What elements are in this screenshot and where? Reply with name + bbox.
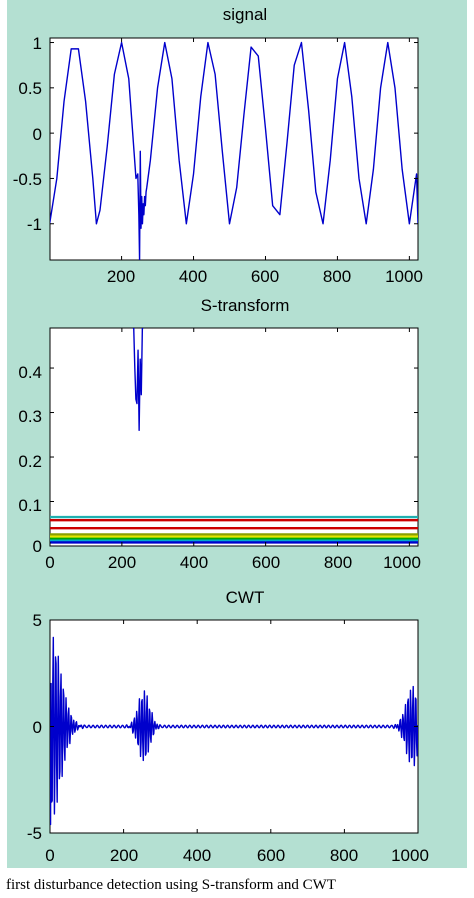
xtick-label: 800 <box>324 553 352 572</box>
xtick-label: 400 <box>179 267 207 286</box>
plot-area <box>49 37 419 261</box>
xtick-label: 800 <box>323 267 351 286</box>
xtick-label: 1000 <box>391 846 429 865</box>
ytick-label: -1 <box>27 215 42 234</box>
ytick-label: 5 <box>33 611 42 630</box>
xtick-label: 200 <box>107 267 135 286</box>
xtick-label: 400 <box>180 553 208 572</box>
chart-title: signal <box>223 5 267 24</box>
xtick-label: 800 <box>330 846 358 865</box>
ytick-label: 0 <box>33 718 42 737</box>
series-layer <box>50 636 418 826</box>
xtick-label: 200 <box>108 553 136 572</box>
xtick-label: 200 <box>110 846 138 865</box>
xtick-label: 600 <box>251 267 279 286</box>
ytick-label: 0.4 <box>18 363 42 382</box>
chart-title: S-transform <box>201 296 290 315</box>
ytick-label: 0.2 <box>18 452 42 471</box>
ytick-label: -5 <box>27 824 42 843</box>
ytick-label: 0 <box>33 125 42 144</box>
figure-caption: first disturbance detection using S-tran… <box>6 877 336 893</box>
ytick-label: 0.1 <box>18 496 42 515</box>
xtick-label: 0 <box>45 553 54 572</box>
xtick-label: 400 <box>183 846 211 865</box>
ytick-label: 1 <box>33 34 42 53</box>
ytick-labels: 0.4 0.3 0.2 0.1 0 <box>18 363 42 556</box>
xtick-labels: 0 200 400 600 800 1000 <box>45 553 421 572</box>
series-layer <box>50 328 418 544</box>
xtick-label: 1000 <box>383 553 421 572</box>
plot-area <box>49 327 419 547</box>
series-line <box>50 636 418 826</box>
chart-signal: signal 1 0.5 0 -0.5 -1 200 400 600 800 1… <box>13 5 423 286</box>
xtick-label: 1000 <box>385 267 423 286</box>
xtick-labels: 0 200 400 600 800 1000 <box>45 846 429 865</box>
ytick-labels: 5 0 -5 <box>27 611 42 843</box>
series-layer <box>50 41 418 260</box>
xtick-label: 0 <box>45 846 54 865</box>
chart-cwt: CWT 5 0 -5 0 200 400 600 800 1000 <box>27 588 429 865</box>
ytick-label: -0.5 <box>13 170 42 189</box>
ytick-labels: 1 0.5 0 -0.5 -1 <box>13 34 42 234</box>
xtick-label: 600 <box>257 846 285 865</box>
chart-s-transform: S-transform 0.4 0.3 0.2 0.1 0 0 200 400 … <box>18 296 421 572</box>
ytick-label: 0.5 <box>18 79 42 98</box>
chart-title: CWT <box>226 588 265 607</box>
series-line <box>50 41 418 260</box>
xtick-labels: 200 400 600 800 1000 <box>107 267 423 286</box>
ytick-label: 0.3 <box>18 407 42 426</box>
xtick-label: 600 <box>252 553 280 572</box>
series-line <box>132 328 144 432</box>
ytick-label: 0 <box>33 537 42 556</box>
